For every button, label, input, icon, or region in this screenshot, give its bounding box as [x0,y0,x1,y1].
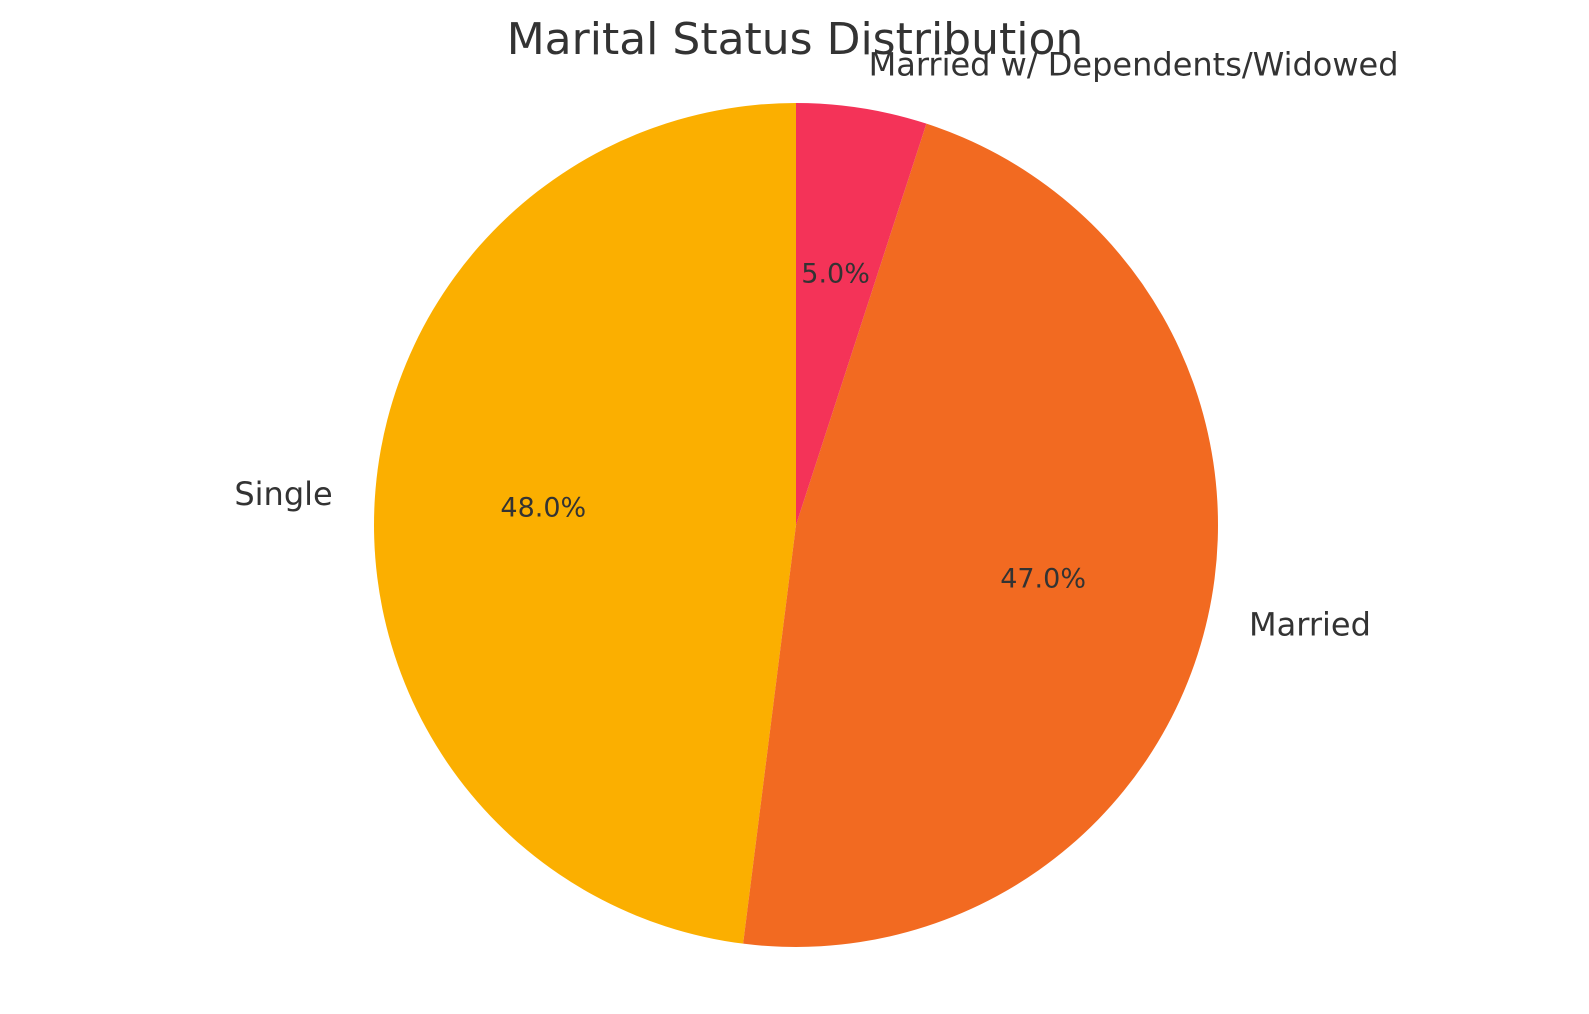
pie-slice-married-w-dependents-widowed [796,103,927,525]
pie-slice-married [743,123,1219,948]
slice-label: Married [1249,605,1371,643]
slice-label: Single [234,475,332,513]
pie-labels: Single 48.0% Married 47.0% Married w/ Depend… [234,46,1398,644]
slice-percent-label: 47.0% [1000,564,1086,595]
slice-percent-label: 5.0% [801,258,870,289]
slice-percent-label: 48.0% [500,493,586,524]
pie-slices [373,103,1219,948]
slice-label: Married w/ Dependents/Widowed [869,46,1399,84]
pie-slice-single [373,103,796,944]
chart-title: Marital Status Distribution [507,14,1084,65]
